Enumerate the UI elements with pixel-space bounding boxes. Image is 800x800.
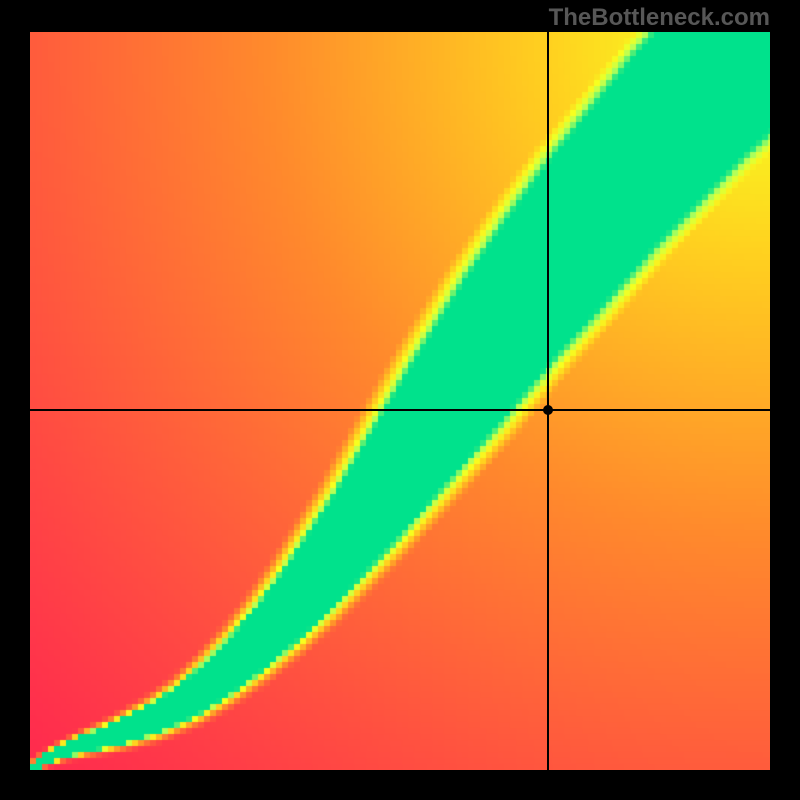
chart-container: TheBottleneck.com	[0, 0, 800, 800]
crosshair-vertical	[547, 32, 549, 770]
watermark-text: TheBottleneck.com	[549, 4, 770, 32]
crosshair-horizontal	[30, 409, 770, 411]
bottleneck-heatmap	[30, 32, 770, 770]
crosshair-marker	[543, 405, 553, 415]
